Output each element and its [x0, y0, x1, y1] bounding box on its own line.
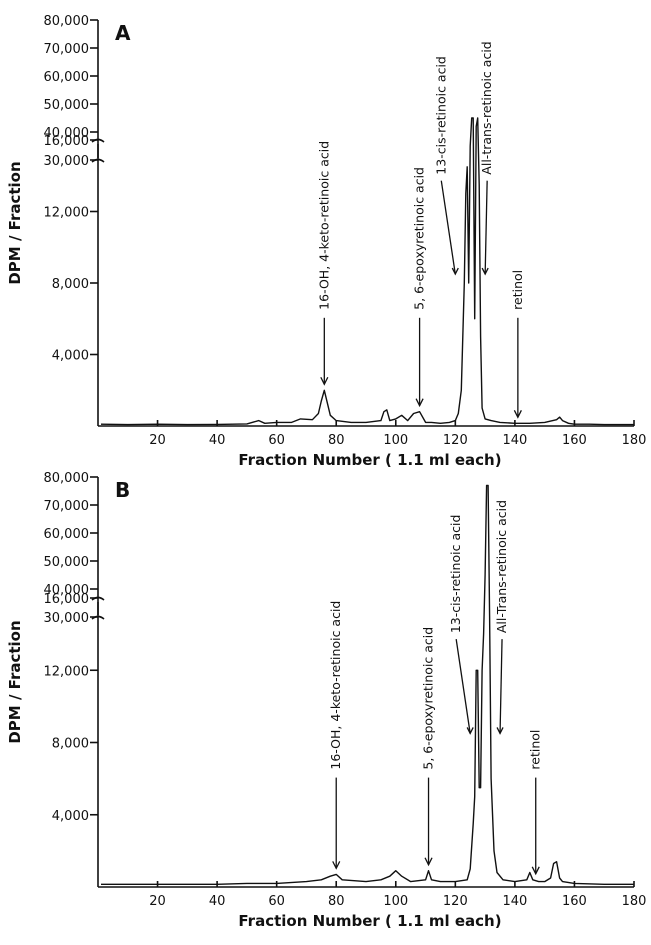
x-tick-label: 180 — [622, 894, 647, 909]
y-tick-label: 70,000 — [44, 42, 90, 57]
peak-annotation-label: retinol — [528, 730, 543, 770]
peak-annotation-label: 13-cis-retinoic acid — [433, 56, 448, 175]
x-tick-label: 40 — [209, 433, 226, 448]
annotation-arrowhead — [451, 267, 459, 276]
x-axis-title: Fraction Number ( 1.1 ml each) — [238, 451, 501, 469]
x-tick-label: 160 — [562, 894, 587, 909]
x-tick-label: 80 — [328, 894, 345, 909]
y-tick-label: 40,000 — [44, 583, 90, 598]
x-tick-label: 120 — [443, 894, 468, 909]
panel-label: A — [115, 21, 131, 45]
x-tick-label: 40 — [209, 894, 226, 909]
x-tick-label: 180 — [622, 433, 647, 448]
x-tick-label: 20 — [149, 894, 166, 909]
peak-annotation-label: 13-cis-retinoic acid — [448, 515, 463, 634]
y-tick-label: 8,000 — [52, 737, 89, 752]
y-tick-label: 80,000 — [44, 14, 90, 29]
annotation-arrowhead — [424, 857, 433, 867]
peak-annotation-label: 16-OH, 4-keto-retinoic acid — [328, 601, 343, 770]
x-tick-label: 80 — [328, 433, 345, 448]
annotation-arrowhead — [531, 866, 540, 876]
annotation-arrowhead — [332, 861, 341, 870]
annotation-arrowhead — [513, 410, 522, 419]
x-tick-label: 60 — [268, 894, 285, 909]
annotation-arrowhead — [466, 727, 474, 735]
y-axis-title: DPM / Fraction — [6, 620, 24, 743]
y-tick-label: 50,000 — [44, 555, 90, 570]
y-tick-label: 30,000 — [44, 611, 90, 626]
y-tick-label: 12,000 — [44, 206, 90, 221]
y-tick-label: 16,000 — [44, 592, 90, 607]
y-tick-label: 4,000 — [52, 809, 89, 824]
y-tick-label: 70,000 — [44, 499, 90, 514]
x-tick-label: 140 — [502, 433, 527, 448]
y-tick-label: 30,000 — [44, 154, 90, 169]
y-tick-label: 8,000 — [52, 277, 89, 292]
y-axis-title: DPM / Fraction — [6, 161, 24, 284]
x-tick-label: 120 — [443, 433, 468, 448]
annotation-arrow — [499, 639, 503, 734]
peak-annotation-label: 5, 6-epoxyretinoic acid — [421, 627, 436, 770]
y-tick-label: 12,000 — [44, 664, 90, 679]
chart-panel-a: 4,000 8,000 12,000 16,000 30,000 40,000 50,000… — [6, 14, 646, 469]
annotation-arrow — [484, 180, 488, 275]
elution-profile-line — [100, 117, 634, 426]
x-tick-label: 160 — [562, 433, 587, 448]
annotation-arrowhead — [481, 267, 489, 276]
annotation-arrowhead — [320, 376, 329, 386]
x-tick-label: 100 — [383, 894, 408, 909]
panel-label: B — [115, 478, 130, 502]
peak-annotation-label: retinol — [510, 270, 525, 310]
x-axis-title: Fraction Number ( 1.1 ml each) — [238, 912, 501, 930]
y-tick-label: 60,000 — [44, 527, 90, 542]
y-tick-label: 4,000 — [52, 349, 89, 364]
x-tick-label: 60 — [268, 433, 285, 448]
y-tick-label: 40,000 — [44, 126, 90, 141]
elution-profile-line — [101, 484, 634, 885]
peak-annotation-label: All-Trans-retinoic acid — [494, 500, 509, 633]
annotation-arrowhead — [496, 727, 504, 735]
y-tick-label: 50,000 — [44, 98, 90, 113]
y-tick-label: 16,000 — [44, 134, 90, 149]
annotation-arrowhead — [415, 398, 424, 408]
annotation-arrow — [440, 180, 456, 275]
x-tick-label: 140 — [502, 894, 527, 909]
peak-annotation-label: All-trans-retinoic acid — [479, 41, 494, 174]
annotation-arrow — [455, 639, 471, 734]
chart-panel-b: 4,000 8,000 12,000 16,000 30,000 40,000 50,000… — [6, 471, 646, 930]
x-tick-label: 20 — [149, 433, 166, 448]
peak-annotation-label: 5, 6-epoxyretinoic acid — [412, 167, 427, 310]
peak-annotation-label: 16-OH, 4-keto-retinoic acid — [316, 141, 331, 310]
x-tick-label: 100 — [383, 433, 408, 448]
y-tick-label: 80,000 — [44, 471, 90, 486]
y-tick-label: 60,000 — [44, 70, 90, 85]
